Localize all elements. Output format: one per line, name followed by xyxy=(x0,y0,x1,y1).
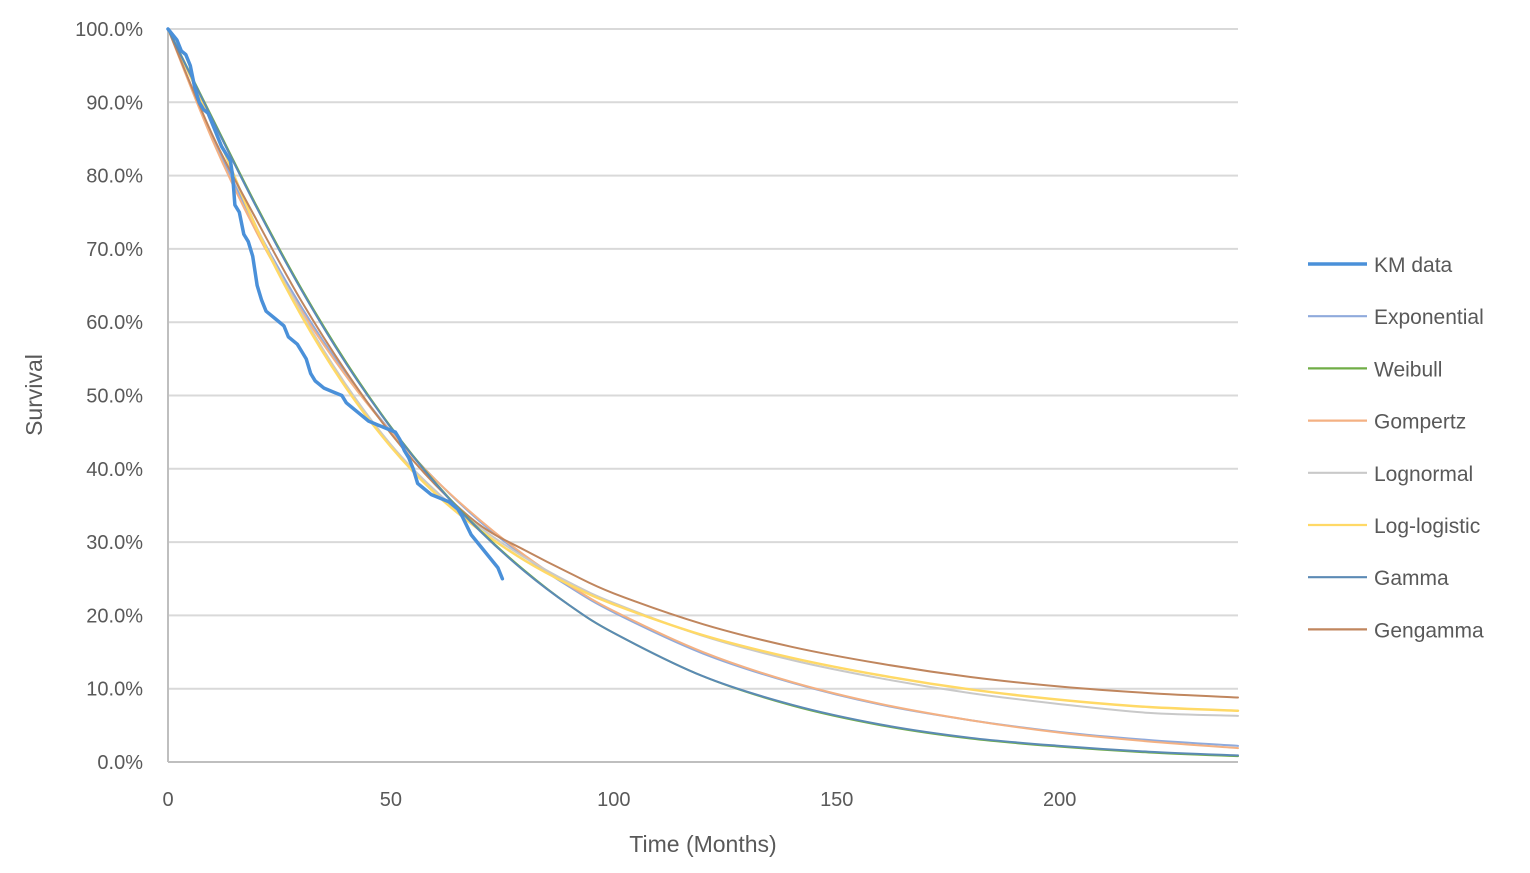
legend-item: Gamma xyxy=(1308,567,1449,590)
legend: KM data Exponential Weibull Gompertz Lognorm… xyxy=(1308,254,1484,642)
legend-item: Exponential xyxy=(1308,306,1484,329)
x-tick-label: 50 xyxy=(380,789,402,811)
legend-label: KM data xyxy=(1374,254,1453,277)
legend-label: Gompertz xyxy=(1374,411,1466,434)
y-tick-label: 50.0% xyxy=(86,386,143,408)
legend-item: Gengamma xyxy=(1308,619,1484,642)
legend-item: Gompertz xyxy=(1308,411,1466,434)
x-tick-label: 0 xyxy=(162,789,173,811)
x-tick-label: 200 xyxy=(1043,789,1076,811)
y-tick-label: 80.0% xyxy=(86,166,143,188)
legend-label: Weibull xyxy=(1374,358,1442,381)
y-axis-title: Survival xyxy=(21,354,47,436)
y-tick-label: 10.0% xyxy=(86,679,143,701)
gridlines xyxy=(167,28,1238,763)
plot-area-series xyxy=(166,27,1240,758)
series-weibull xyxy=(167,28,1239,758)
legend-item: Lognormal xyxy=(1308,463,1473,486)
series-exponential xyxy=(167,28,1239,747)
y-tick-label: 60.0% xyxy=(86,312,143,334)
legend-item: Log-logistic xyxy=(1308,515,1480,538)
legend-item: Weibull xyxy=(1308,358,1442,381)
y-tick-label: 0.0% xyxy=(97,752,143,774)
series-log-logistic xyxy=(166,27,1240,712)
y-tick-label: 100.0% xyxy=(75,19,143,41)
legend-label: Exponential xyxy=(1374,306,1484,329)
legend-label: Log-logistic xyxy=(1374,515,1480,538)
y-tick-label: 30.0% xyxy=(86,532,143,554)
series-km-data xyxy=(166,27,505,581)
legend-item: KM data xyxy=(1308,254,1453,277)
x-tick-label: 100 xyxy=(597,789,630,811)
legend-label: Lognormal xyxy=(1374,463,1473,486)
series-gamma xyxy=(167,28,1239,757)
x-axis-title: Time (Months) xyxy=(629,831,776,857)
series-lognormal xyxy=(167,28,1239,717)
legend-label: Gamma xyxy=(1374,567,1449,590)
legend-label: Gengamma xyxy=(1374,619,1484,642)
y-tick-label: 70.0% xyxy=(86,239,143,261)
series-gengamma xyxy=(167,28,1239,699)
y-tick-label: 40.0% xyxy=(86,459,143,481)
x-tick-label: 150 xyxy=(820,789,853,811)
y-tick-label: 90.0% xyxy=(86,92,143,114)
y-tick-label: 20.0% xyxy=(86,605,143,627)
x-axis-ticks: 0 50 100 150 200 xyxy=(162,789,1076,811)
y-axis-ticks: 0.0% 10.0% 20.0% 30.0% 40.0% 50.0% 60.0% 70.0% 8… xyxy=(75,19,143,774)
